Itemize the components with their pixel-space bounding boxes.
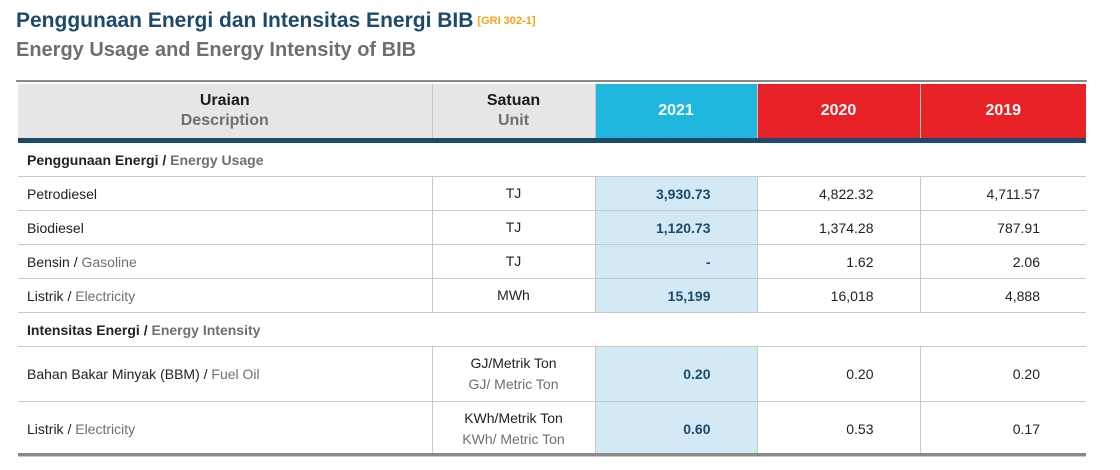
cell-2020: 16,018: [757, 278, 921, 313]
table-row: Listrik / Electricity MWh 15,199 16,018 …: [18, 278, 1086, 313]
header-description-en: Description: [180, 112, 269, 129]
bottom-divider: [18, 453, 1086, 456]
cell-2021: 1,120.73: [595, 210, 758, 245]
row-label: Bahan Bakar Minyak (BBM) / Fuel Oil: [18, 346, 433, 402]
gri-reference-badge: [GRI 302-1]: [477, 15, 536, 27]
cell-2020: 0.53: [757, 401, 921, 457]
table-header-row: Uraian Description Satuan Unit 2021 2020…: [18, 84, 1086, 138]
row-label: Petrodiesel: [18, 176, 433, 211]
cell-2019: 2.06: [920, 244, 1086, 279]
header-year-2020: 2020: [757, 84, 921, 138]
header-description-id: Uraian: [199, 92, 250, 109]
header-unit-en: Unit: [497, 112, 530, 129]
cell-2019: 0.17: [920, 401, 1086, 457]
cell-2021: 0.20: [595, 346, 758, 402]
table-row: Bensin / Gasoline TJ - 1.62 2.06: [18, 244, 1086, 279]
row-unit: TJ: [432, 210, 596, 245]
cell-2020: 1,374.28: [757, 210, 921, 245]
energy-table: Uraian Description Satuan Unit 2021 2020…: [18, 84, 1086, 457]
header-unit: Satuan Unit: [432, 84, 596, 138]
cell-2021: 15,199: [595, 278, 758, 313]
section-row-energy-intensity: Intensitas Energi / Energy Intensity: [18, 312, 1086, 347]
table-row: Listrik / Electricity KWh/Metrik Ton KWh/…: [18, 401, 1086, 457]
table-row: Biodiesel TJ 1,120.73 1,374.28 787.91: [18, 210, 1086, 245]
header-year-2019: 2019: [920, 84, 1086, 138]
table-row: Petrodiesel TJ 3,930.73 4,822.32 4,711.5…: [18, 176, 1086, 211]
cell-2020: 4,822.32: [757, 176, 921, 211]
page-title-id: Penggunaan Energi dan Intensitas Energi …: [16, 9, 474, 32]
cell-2019: 787.91: [920, 210, 1086, 245]
row-label: Biodiesel: [18, 210, 433, 245]
row-label: Listrik / Electricity: [18, 401, 433, 457]
cell-2020: 1.62: [757, 244, 921, 279]
cell-2019: 4,711.57: [920, 176, 1086, 211]
row-unit: MWh: [432, 278, 596, 313]
header-year-2021: 2021: [595, 84, 758, 138]
cell-2021: -: [595, 244, 758, 279]
section-title: Penggunaan Energi / Energy Usage: [18, 143, 1086, 177]
row-unit: KWh/Metrik Ton KWh/ Metric Ton: [432, 401, 596, 457]
top-divider: [16, 80, 1087, 82]
header-underline: [18, 138, 1086, 143]
row-label: Bensin / Gasoline: [18, 244, 433, 279]
cell-2021: 0.60: [595, 401, 758, 457]
row-unit: TJ: [432, 244, 596, 279]
header-description: Uraian Description: [18, 84, 433, 138]
page-subtitle: Energy Usage and Energy Intensity of BIB: [16, 39, 417, 61]
section-row-energy-usage: Penggunaan Energi / Energy Usage: [18, 143, 1086, 177]
row-unit: TJ: [432, 176, 596, 211]
cell-2019: 0.20: [920, 346, 1086, 402]
header-unit-id: Satuan: [486, 92, 541, 109]
row-label: Listrik / Electricity: [18, 278, 433, 313]
section-title: Intensitas Energi / Energy Intensity: [18, 312, 1086, 347]
cell-2021: 3,930.73: [595, 176, 758, 211]
cell-2019: 4,888: [920, 278, 1086, 313]
cell-2020: 0.20: [757, 346, 921, 402]
row-unit: GJ/Metrik Ton GJ/ Metric Ton: [432, 346, 596, 402]
page-title: Penggunaan Energi dan Intensitas Energi …: [16, 9, 535, 33]
table-row: Bahan Bakar Minyak (BBM) / Fuel Oil GJ/M…: [18, 346, 1086, 402]
